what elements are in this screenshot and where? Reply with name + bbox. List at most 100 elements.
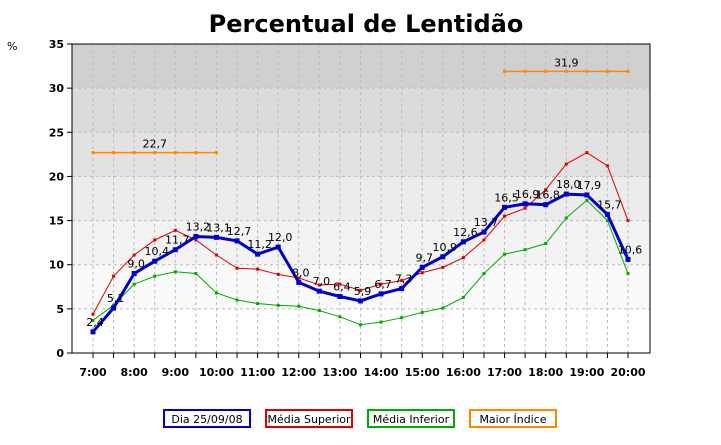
data-point <box>275 244 281 250</box>
data-point <box>502 204 508 210</box>
legend-item-box <box>367 409 455 428</box>
data-point <box>379 320 383 324</box>
data-point <box>90 329 96 335</box>
data-label: 5,1 <box>107 292 125 305</box>
y-tick-label: 25 <box>49 126 64 139</box>
data-point <box>420 271 424 275</box>
data-point <box>235 298 239 302</box>
data-label: 15,7 <box>597 198 622 211</box>
legend-item-label: Média Superior <box>267 413 351 426</box>
data-label: 6,7 <box>374 278 392 291</box>
y-tick-label: 15 <box>49 215 64 228</box>
data-label: 17,9 <box>577 179 602 192</box>
data-point <box>317 309 321 313</box>
data-point <box>605 69 609 73</box>
data-point <box>194 272 198 276</box>
data-point <box>420 310 424 314</box>
x-tick-label: 16:00 <box>446 366 481 379</box>
data-label: 16,9 <box>515 188 540 201</box>
data-label: 11,2 <box>247 238 272 251</box>
data-point <box>440 254 446 260</box>
data-point <box>584 192 590 198</box>
data-label: 2,4 <box>86 316 104 329</box>
data-point <box>523 69 527 73</box>
data-point <box>626 219 630 223</box>
data-point <box>503 69 507 73</box>
data-point <box>213 234 219 240</box>
data-point <box>112 151 116 155</box>
data-point <box>193 233 199 239</box>
data-point <box>522 201 528 207</box>
data-point <box>625 256 631 262</box>
legend-item-label: Média Inferior <box>373 413 450 426</box>
x-tick-label: 20:00 <box>610 366 645 379</box>
x-tick-label: 19:00 <box>569 366 604 379</box>
data-point <box>482 238 486 242</box>
legend-item-label: Dia 25/09/08 <box>171 413 242 426</box>
data-point <box>173 228 177 232</box>
x-tick-label: 13:00 <box>322 366 357 379</box>
legend-item-box <box>469 409 557 428</box>
data-point <box>316 288 322 294</box>
data-point <box>214 151 218 155</box>
data-point <box>296 279 302 285</box>
x-tick-label: 8:00 <box>120 366 148 379</box>
data-point <box>358 298 363 304</box>
plot-border <box>71 43 651 354</box>
data-point <box>256 302 260 306</box>
data-point <box>194 238 198 242</box>
data-label: 12,0 <box>268 231 293 244</box>
data-point <box>194 151 198 155</box>
data-label: 10,4 <box>144 245 169 258</box>
data-point <box>379 282 383 286</box>
data-point <box>153 238 157 242</box>
y-tick-label: 5 <box>56 303 64 316</box>
data-point <box>338 282 342 286</box>
data-label: 13,1 <box>206 221 231 234</box>
x-tick-label: 18:00 <box>528 366 563 379</box>
data-point <box>585 69 589 73</box>
legend-item-label: Maior Índice <box>479 413 546 426</box>
data-label: 9,0 <box>127 258 145 271</box>
x-tick-label: 17:00 <box>487 366 522 379</box>
data-point <box>564 216 568 220</box>
data-label: 8,0 <box>292 266 310 279</box>
data-point <box>604 211 610 217</box>
data-label: 6,4 <box>333 280 351 293</box>
data-point <box>563 191 569 197</box>
data-point <box>626 69 630 73</box>
data-point <box>441 306 445 310</box>
data-label: 7,0 <box>313 275 331 288</box>
data-point <box>173 270 177 274</box>
x-tick-label: 7:00 <box>79 366 107 379</box>
data-point <box>543 202 549 208</box>
data-label: 10,6 <box>618 243 643 256</box>
data-point <box>297 276 301 280</box>
data-label: 9,7 <box>415 251 433 264</box>
data-point <box>153 274 157 278</box>
data-label: 11,7 <box>165 234 190 247</box>
data-point <box>132 253 136 257</box>
data-point <box>523 248 527 252</box>
y-tick-label: 10 <box>49 259 65 272</box>
data-point <box>378 291 384 297</box>
data-point <box>585 198 589 202</box>
data-point <box>461 295 465 299</box>
data-label: 10,9 <box>433 241 458 254</box>
data-point <box>503 252 507 256</box>
data-point <box>564 69 568 73</box>
data-point <box>544 188 548 192</box>
data-point <box>131 271 137 277</box>
data-point <box>626 272 630 276</box>
data-point <box>235 266 239 270</box>
data-label: 16,8 <box>535 189 560 202</box>
data-point <box>111 305 117 311</box>
data-point <box>132 282 136 286</box>
data-point <box>441 265 445 269</box>
data-point <box>172 247 178 253</box>
data-point <box>460 239 466 245</box>
chart-title: Percentual de Lentidão <box>209 10 524 38</box>
y-tick-label: 30 <box>49 82 65 95</box>
data-point <box>214 291 218 295</box>
